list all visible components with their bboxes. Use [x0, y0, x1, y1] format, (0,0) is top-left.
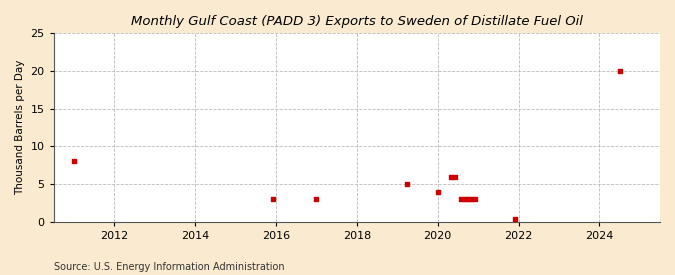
Point	[614, 69, 625, 73]
Text: Source: U.S. Energy Information Administration: Source: U.S. Energy Information Administ…	[54, 262, 285, 272]
Point	[469, 197, 480, 201]
Point	[466, 197, 477, 201]
Title: Monthly Gulf Coast (PADD 3) Exports to Sweden of Distillate Fuel Oil: Monthly Gulf Coast (PADD 3) Exports to S…	[131, 15, 583, 28]
Y-axis label: Thousand Barrels per Day: Thousand Barrels per Day	[15, 60, 25, 195]
Point	[267, 197, 278, 201]
Point	[462, 197, 473, 201]
Point	[459, 197, 470, 201]
Point	[510, 217, 520, 222]
Point	[432, 189, 443, 194]
Point	[449, 174, 460, 179]
Point	[69, 159, 80, 164]
Point	[402, 182, 413, 186]
Point	[311, 197, 322, 201]
Point	[446, 174, 456, 179]
Point	[456, 197, 466, 201]
